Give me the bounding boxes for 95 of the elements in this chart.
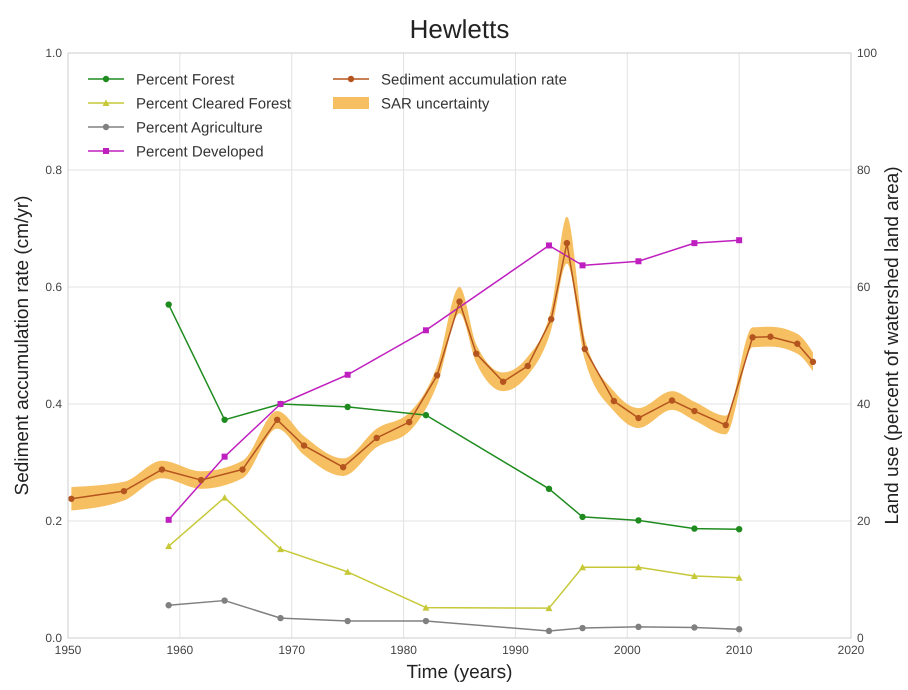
point — [239, 466, 246, 473]
x-tick-label: 2010 — [726, 643, 753, 657]
point — [579, 624, 586, 632]
point — [221, 494, 228, 501]
point — [422, 618, 430, 624]
point — [635, 414, 642, 422]
point — [635, 517, 642, 524]
point — [546, 628, 552, 634]
point — [579, 564, 586, 570]
point — [344, 568, 352, 575]
point — [165, 542, 172, 550]
point — [300, 442, 308, 449]
y-tick-label: 0.2 — [45, 514, 62, 528]
y2-tick-label: 100 — [857, 46, 878, 60]
point — [68, 496, 75, 502]
x-tick-label: 1970 — [278, 643, 306, 657]
point — [165, 301, 172, 308]
point — [580, 262, 586, 268]
point — [736, 237, 742, 244]
point — [221, 416, 228, 423]
point — [722, 422, 729, 428]
point — [691, 525, 698, 532]
point — [120, 488, 128, 494]
point — [434, 372, 440, 379]
point — [374, 434, 380, 442]
point — [736, 574, 743, 581]
y-tick-label: 0.0 — [45, 631, 62, 646]
point — [221, 597, 228, 604]
y-tick-label: 0.4 — [45, 397, 62, 412]
y-tick-label: 0.8 — [45, 163, 62, 178]
y2-tick-label: 60 — [857, 280, 871, 294]
point — [767, 334, 774, 340]
point — [406, 418, 412, 426]
legend-label: Percent Cleared Forest — [136, 95, 292, 112]
y2-tick-label: 80 — [857, 163, 871, 178]
point — [546, 242, 552, 248]
point — [222, 454, 228, 460]
point — [579, 514, 586, 520]
point — [564, 240, 570, 246]
legend-label: Percent Agriculture — [136, 119, 263, 136]
point — [277, 614, 284, 622]
y-axis-title: Sediment accumulation rate (cm/yr) — [12, 196, 33, 496]
x-tick-label: 1960 — [166, 643, 194, 657]
point — [473, 350, 480, 357]
x-tick-label: 1980 — [390, 643, 418, 657]
y2-axis-title: Land use (percent of watershed land area) — [882, 166, 903, 525]
point — [736, 526, 742, 532]
point — [277, 546, 284, 552]
point — [422, 604, 430, 611]
point — [198, 476, 204, 484]
legend-label: SAR uncertainty — [381, 95, 490, 112]
point — [634, 564, 642, 570]
legend-label: Percent Forest — [136, 71, 236, 88]
point — [610, 398, 618, 404]
y2-tick-label: 40 — [857, 397, 871, 412]
point — [749, 334, 756, 341]
point — [810, 358, 816, 366]
legend-label: Sediment accumulation rate — [381, 71, 567, 88]
chart-title: Hewletts — [410, 14, 510, 44]
point — [344, 372, 351, 378]
point — [422, 327, 429, 334]
point — [691, 624, 698, 631]
point — [340, 464, 346, 470]
point — [524, 362, 531, 370]
point — [166, 516, 172, 523]
x-tick-label: 1950 — [54, 643, 82, 657]
point — [691, 408, 698, 414]
point — [736, 626, 742, 632]
y2-tick-label: 0 — [857, 631, 864, 646]
point — [546, 486, 552, 492]
x-tick-label: 2020 — [838, 643, 865, 657]
x-tick-label: 1990 — [502, 643, 530, 657]
y-tick-label: 0.6 — [45, 280, 62, 294]
x-axis-title: Time (years) — [406, 662, 512, 683]
point — [500, 378, 506, 385]
y-tick-label: 1.0 — [45, 46, 62, 60]
point — [635, 258, 642, 264]
point — [668, 397, 676, 404]
point — [165, 602, 172, 608]
point — [690, 572, 698, 579]
point — [582, 346, 588, 352]
point — [794, 340, 801, 347]
point — [456, 298, 463, 305]
point — [545, 604, 552, 612]
point — [422, 412, 430, 418]
point — [691, 240, 698, 246]
legend-label: Percent Developed — [136, 143, 264, 160]
point — [344, 618, 351, 624]
point — [274, 416, 280, 423]
point — [344, 404, 351, 410]
point — [635, 624, 642, 630]
point — [158, 466, 166, 473]
x-tick-label: 2000 — [614, 643, 641, 657]
point — [548, 316, 554, 322]
y2-tick-label: 20 — [857, 514, 871, 528]
